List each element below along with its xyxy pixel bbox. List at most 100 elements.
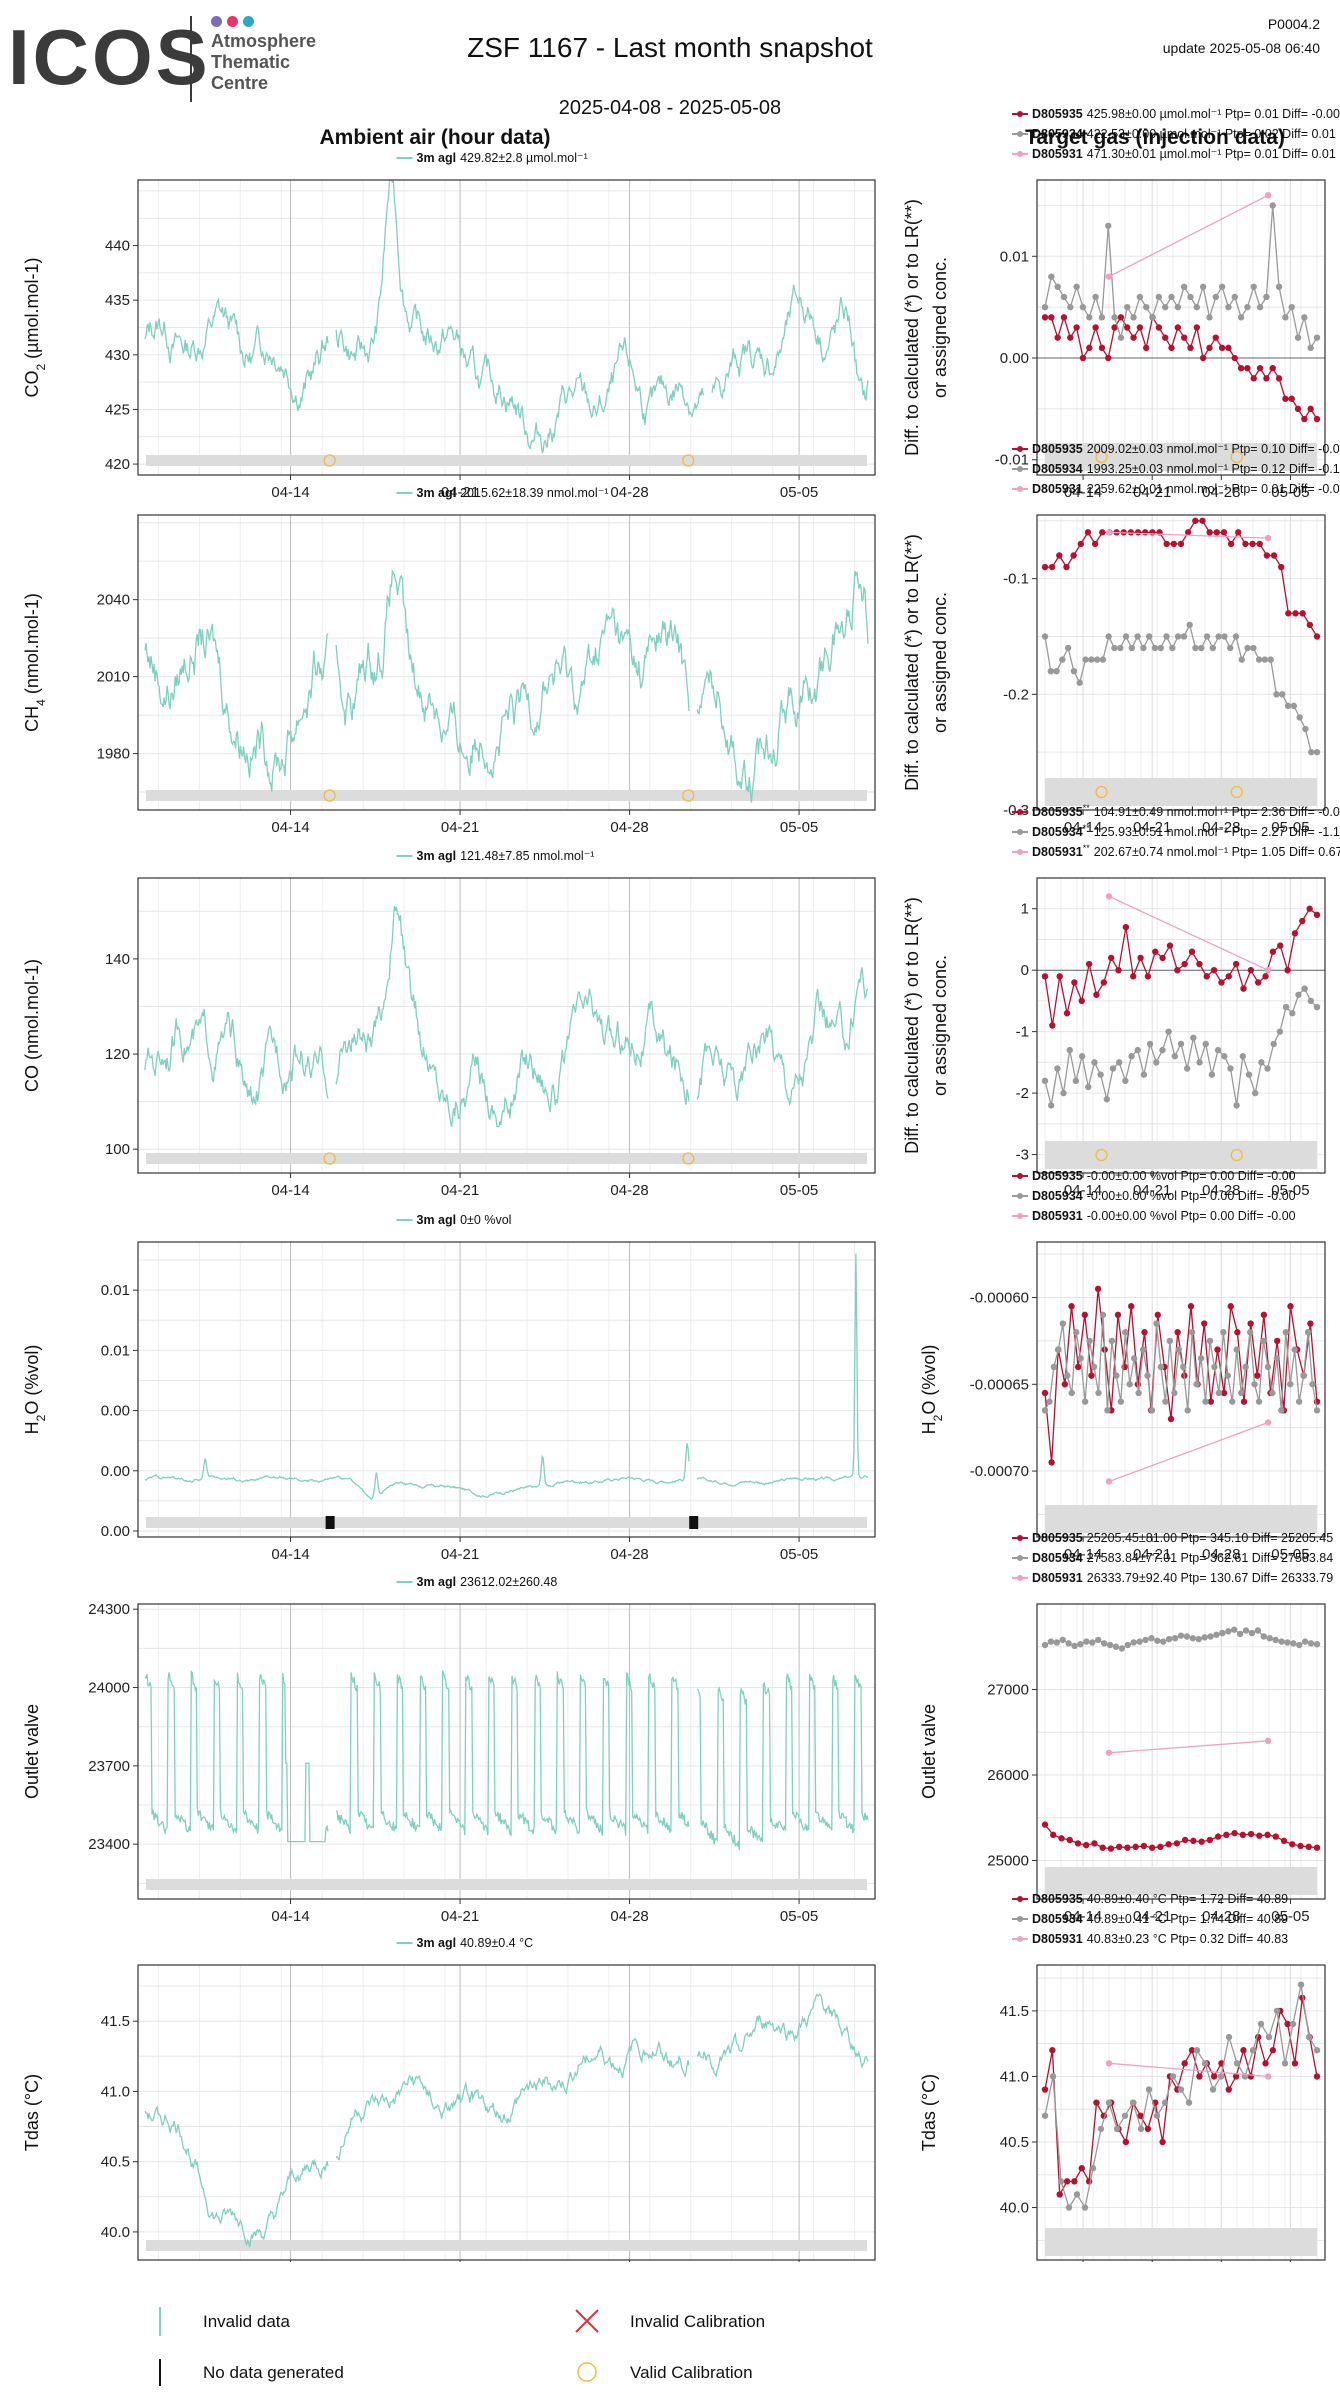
series-line-D805934	[1044, 1314, 1318, 1411]
data-point-D805935	[1306, 621, 1314, 629]
calibration-status-bar	[146, 790, 867, 801]
legend-swatch-point	[1017, 1535, 1023, 1541]
legend-swatch-point	[1017, 1896, 1023, 1902]
plot-frame	[137, 179, 876, 476]
data-point-D805934	[1126, 1381, 1133, 1388]
data-point-D805934	[1166, 1337, 1174, 1345]
y-tick-label: 140	[105, 951, 130, 968]
series-line-3m-agl	[144, 623, 329, 792]
legend-series-name: D805931	[1032, 845, 1083, 859]
data-point-D805934	[1108, 1337, 1116, 1345]
data-point-D805934	[1287, 1381, 1294, 1388]
data-point-D805935	[1239, 1831, 1247, 1839]
series-line-3m-agl	[144, 2105, 329, 2248]
data-point-D805934	[1049, 2073, 1057, 2080]
data-point-D805935	[1240, 2047, 1247, 2054]
valid-calibration-marker	[323, 454, 336, 467]
data-point-D805935	[1188, 2047, 1196, 2054]
data-point-D805935	[1054, 334, 1061, 341]
data-point-D805935	[1218, 979, 1225, 986]
data-point-D805934	[1078, 1053, 1086, 1060]
legend-invalid-data: Invalid data	[203, 2312, 290, 2331]
x-tick-label: 05-05	[1271, 1546, 1309, 1563]
x-tick-label: 04-28	[1202, 1908, 1240, 1925]
data-point-D805935	[1085, 960, 1093, 968]
data-point-D805934	[1225, 303, 1232, 311]
data-point-D805935	[1091, 1840, 1098, 1847]
legend-entry: D805931 -0.00±0.00 %vol Ptp= 0.00 Diff= -…	[1032, 1209, 1296, 1223]
data-point-D805934	[1183, 1065, 1191, 1072]
data-point-D805934	[1250, 283, 1257, 291]
data-point-D805935	[1256, 364, 1264, 372]
data-point-D805935	[1232, 2073, 1240, 2080]
data-point-D805935	[1240, 985, 1247, 992]
data-point-D805935	[1288, 395, 1295, 402]
y-axis-label-part: (µmol.mol-1)	[22, 257, 42, 363]
no-data-marker	[325, 1516, 335, 1529]
data-point-D805935	[1278, 563, 1285, 571]
data-point-D805935	[1170, 540, 1178, 548]
data-point-D805934	[1148, 1635, 1155, 1642]
data-point-D805935	[1206, 1836, 1214, 1844]
y-axis-label: Tdas (°C)	[919, 2074, 939, 2151]
legend-entry: D805934 40.89±0.41 °C Ptp= 1.74 Diff= 40.…	[1032, 1912, 1288, 1926]
legend-entry: D805934** 125.93±0.51 nmol.mol⁻¹ Ptp= 2.2…	[1032, 823, 1340, 839]
y-tick-label: 41.0	[1000, 2068, 1029, 2085]
data-point-D805934	[1188, 1329, 1196, 1336]
data-point-D805935	[1313, 633, 1321, 640]
data-point-D805935	[1254, 1372, 1261, 1379]
data-point-D805934	[1255, 656, 1263, 663]
plot-area	[138, 1242, 875, 1537]
ambient-panel-0: 420 425 430 435 440 04-14 04-21 04-28 05-05 CO2 (…	[22, 151, 876, 501]
data-point-D805934	[1077, 1355, 1084, 1362]
legend-series-name: D805935	[1032, 1531, 1083, 1545]
data-point-D805934	[1227, 1065, 1234, 1072]
plot-frame	[1036, 1603, 1326, 1900]
data-point-D805934	[1186, 621, 1193, 629]
y-tick-label: -1	[1016, 1024, 1029, 1041]
logo-divider	[190, 16, 192, 102]
update-timestamp: update 2025-05-08 06:40	[1162, 40, 1320, 56]
data-point-D805934	[1282, 1003, 1290, 1011]
y-tick-label: -2	[1016, 1085, 1029, 1102]
data-point-D805934	[1148, 1407, 1156, 1414]
x-tick-label: 04-21	[441, 1182, 479, 1199]
calibration-status-bar	[146, 1879, 867, 1890]
data-point-D805934	[1117, 334, 1125, 341]
data-point-D805935	[1115, 1843, 1123, 1851]
data-point-D805931	[1264, 534, 1272, 542]
data-point-D805934	[1160, 1638, 1167, 1645]
legend-series-sup: **	[1083, 843, 1091, 853]
data-point-D805935	[1220, 1389, 1228, 1397]
legend-entry: 3m agl 40.89±0.4 °C	[417, 1936, 534, 1950]
y-tick-label: 120	[105, 1046, 130, 1063]
x-tick-label: 04-14	[271, 819, 309, 836]
data-point-D805935	[1232, 960, 1240, 968]
y-axis-label: H2O (%vol)	[22, 1345, 48, 1435]
data-point-D805934	[1086, 314, 1093, 321]
plot-area	[138, 878, 875, 1173]
data-point-D805934	[1073, 1329, 1080, 1336]
calibration-status-bar	[1045, 443, 1317, 471]
data-point-D805935	[1107, 954, 1115, 962]
data-point-D805934	[1239, 1053, 1247, 1060]
data-point-D805935	[1114, 1311, 1122, 1319]
data-point-D805935	[1152, 948, 1159, 955]
data-point-D805935	[1165, 1841, 1172, 1848]
data-point-D805934	[1201, 2060, 1209, 2067]
target-panel-2: -3 -2 -1 0 1 04-14 04-21 04-28 05-05 Diff. to cal…	[902, 803, 1340, 1199]
y-tick-label: 41.5	[1000, 2003, 1029, 2020]
legend-stats: 425.98±0.00 µmol.mol⁻¹ Ptp= 0.01 Diff= -…	[1087, 107, 1340, 121]
data-point-D805934	[1291, 1346, 1298, 1353]
data-point-D805935	[1193, 324, 1201, 331]
legend-swatch-point	[1017, 446, 1023, 452]
legend-series-name: D805931	[1032, 1932, 1083, 1946]
data-point-D805935	[1299, 917, 1306, 925]
data-point-D805935	[1074, 1363, 1082, 1371]
data-point-D805935	[1122, 2138, 1130, 2146]
data-point-D805934	[1278, 1638, 1285, 1645]
data-point-D805934	[1208, 1071, 1216, 1078]
data-point-D805934	[1057, 2178, 1065, 2185]
data-point-D805934	[1202, 1040, 1209, 1048]
data-point-D805934	[1307, 1640, 1315, 1647]
